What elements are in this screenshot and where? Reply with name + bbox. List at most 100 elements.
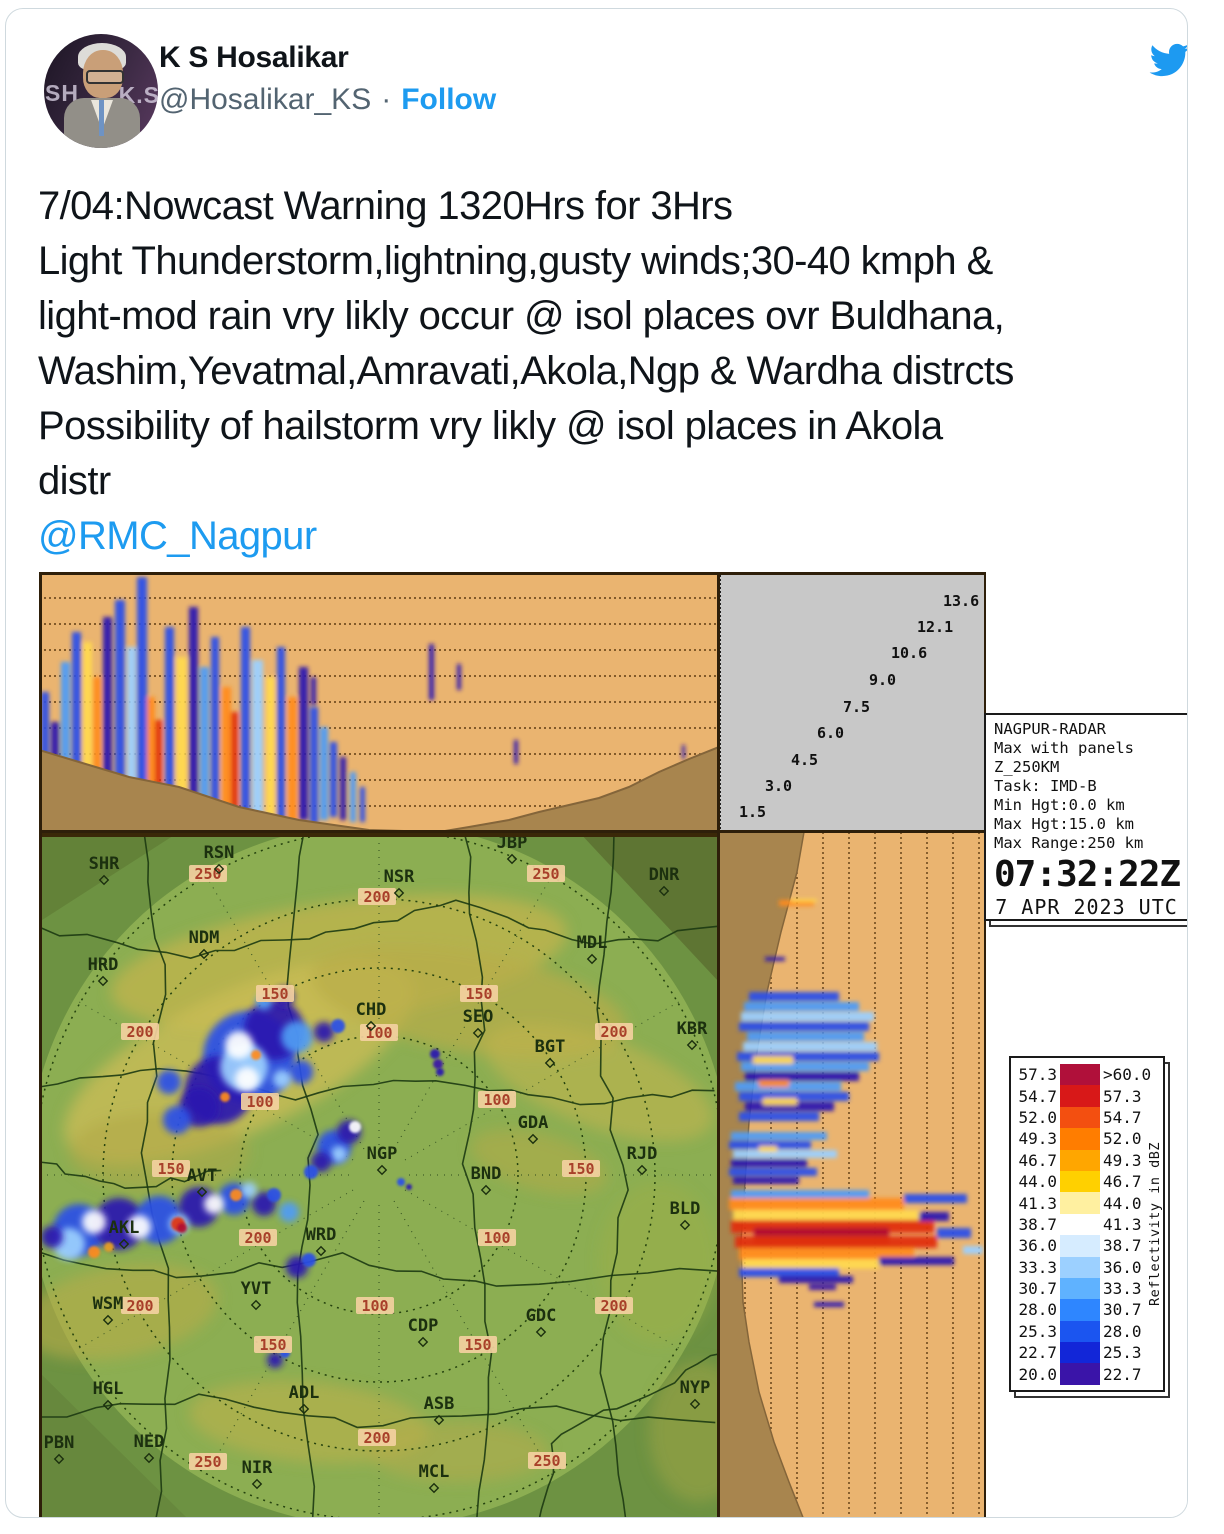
radar-info-line: NAGPUR-RADAR	[994, 720, 1106, 738]
legend-right-value: >60.0	[1103, 1065, 1152, 1085]
tweet-card: SH K.S K S Hosalikar @Hosalikar_KS · Fol…	[5, 8, 1188, 1518]
station-marker	[472, 1027, 484, 1039]
station-marker	[196, 1186, 208, 1198]
range-label-bg	[189, 1453, 227, 1470]
legend-color-band	[1060, 1064, 1100, 1086]
legend-color-band	[1060, 1128, 1100, 1150]
station-marker	[658, 885, 670, 897]
station-label: BLD	[670, 1199, 701, 1219]
legend-left-value: 33.3	[1018, 1257, 1057, 1277]
legend-right-value: 49.3	[1103, 1150, 1142, 1170]
range-label-bg	[528, 1452, 566, 1469]
handle-row: @Hosalikar_KS · Follow	[159, 83, 496, 117]
station-label: RJD	[627, 1144, 658, 1164]
range-label-bg	[254, 1336, 292, 1353]
range-label-bg	[562, 1160, 600, 1177]
range-ring-label: 150	[464, 1336, 491, 1354]
tweet-text-line: Washim,Yevatmal,Amravati,Akola,Ngp & War…	[38, 349, 1014, 393]
range-ring-label: 100	[365, 1024, 392, 1042]
range-label-bg	[595, 1023, 633, 1040]
range-label-bg	[595, 1297, 633, 1314]
station-marker	[213, 863, 225, 875]
avatar-person-lanyard	[99, 100, 104, 136]
legend-row: 22.7 25.3	[1015, 1342, 1161, 1364]
legend-right-value: 44.0	[1103, 1193, 1142, 1213]
radar-right-cross-section	[719, 832, 986, 1517]
station-marker	[198, 948, 210, 960]
legend-row: 57.3 >60.0	[1015, 1064, 1161, 1086]
station-marker	[250, 1299, 262, 1311]
range-ring-label: 250	[532, 865, 559, 883]
range-ring-label: 250	[194, 1453, 221, 1471]
legend-row: 44.0 46.7	[1015, 1170, 1161, 1193]
follow-button[interactable]: Follow	[401, 83, 497, 116]
tweet-text-line: Possibility of hailstorm vry likly @ iso…	[38, 404, 943, 448]
station-marker	[480, 1184, 492, 1196]
radar-info-line: Task: IMD-B	[994, 777, 1097, 795]
station-marker	[97, 975, 109, 987]
tweet-text-line: Light Thunderstorm,lightning,gusty winds…	[38, 239, 993, 283]
legend-left-value: 22.7	[1018, 1343, 1057, 1363]
legend-row: 25.3 28.0	[1015, 1320, 1161, 1343]
station-label: WRD	[306, 1225, 337, 1245]
tweet-text-line: 7/04:Nowcast Warning 1320Hrs for 3Hrs	[38, 184, 733, 228]
range-label-bg	[358, 888, 396, 905]
range-label-bg	[358, 1429, 396, 1446]
legend-row: 36.0 38.7	[1015, 1235, 1161, 1257]
reflectivity-legend: 57.3 >60.0 54.7 57.3 52.0 54.7 49.3 52.0 46.7 49.…	[1009, 1056, 1165, 1392]
height-label: 12.1	[917, 618, 954, 636]
station-label: NDM	[189, 928, 220, 948]
range-ring-label: 150	[465, 985, 492, 1003]
station-marker	[433, 1414, 445, 1426]
panel-divider	[984, 572, 986, 1517]
legend-left-value: 46.7	[1018, 1150, 1057, 1170]
user-handle[interactable]: @Hosalikar_KS	[159, 83, 372, 116]
station-marker	[298, 1403, 310, 1415]
range-ring-label: 100	[483, 1229, 510, 1247]
mention-link[interactable]: @RMC_Nagpur	[38, 514, 317, 558]
range-label-bg	[478, 1229, 516, 1246]
range-ring-label: 150	[261, 985, 288, 1003]
station-marker	[527, 1133, 539, 1145]
avatar[interactable]: SH K.S	[44, 34, 158, 148]
legend-color-band	[1060, 1277, 1100, 1300]
range-label-bg	[256, 985, 294, 1002]
station-label: AVT	[187, 1166, 218, 1186]
legend-right-value: 46.7	[1103, 1172, 1142, 1192]
station-label: BGT	[535, 1037, 566, 1057]
station-marker	[102, 1399, 114, 1411]
radar-height-panel: 13.6 12.1 10.6 9.0 7.5 6.0 4.5 3.0 1.5	[719, 572, 986, 832]
range-label-bg	[459, 1336, 497, 1353]
legend-color-band	[1060, 1106, 1100, 1129]
twitter-logo-icon[interactable]	[1144, 39, 1187, 81]
station-label: AKL	[109, 1218, 140, 1238]
range-label-bg	[241, 1093, 279, 1110]
range-ring-label: 200	[600, 1297, 627, 1315]
radar-image[interactable]: 13.6 12.1 10.6 9.0 7.5 6.0 4.5 3.0 1.5 250 200 250…	[39, 572, 1187, 1517]
legend-left-value: 49.3	[1018, 1129, 1057, 1149]
radar-map: 250 200 250 150 150 200 100 200 100 100 150 150 200 1…	[39, 832, 719, 1517]
range-ring-label: 100	[246, 1093, 273, 1111]
range-label-bg	[460, 985, 498, 1002]
panel-divider	[39, 572, 42, 1517]
height-label: 4.5	[791, 751, 819, 769]
radar-info-line: Max Range:250 km	[994, 834, 1144, 852]
station-marker	[689, 1398, 701, 1410]
legend-row: 38.7 41.3	[1015, 1213, 1161, 1236]
range-label-bg	[121, 1297, 159, 1314]
station-label: MCL	[419, 1462, 450, 1482]
legend-left-value: 30.7	[1018, 1279, 1057, 1299]
station-label: SHR	[89, 854, 120, 874]
tweet-text-line: light-mod rain vry likly occur @ isol pl…	[38, 294, 1005, 338]
display-name[interactable]: K S Hosalikar	[159, 41, 349, 74]
legend-color-band	[1060, 1235, 1100, 1257]
height-label: 1.5	[739, 803, 767, 821]
range-label-bg	[356, 1297, 394, 1314]
station-marker	[98, 874, 110, 886]
station-label: PBN	[44, 1433, 75, 1453]
legend-color-band	[1060, 1299, 1100, 1321]
legend-right-value: 28.0	[1103, 1321, 1142, 1341]
range-ring-label: 100	[483, 1091, 510, 1109]
legend-row: 28.0 30.7	[1015, 1299, 1161, 1321]
height-label: 6.0	[817, 724, 845, 742]
